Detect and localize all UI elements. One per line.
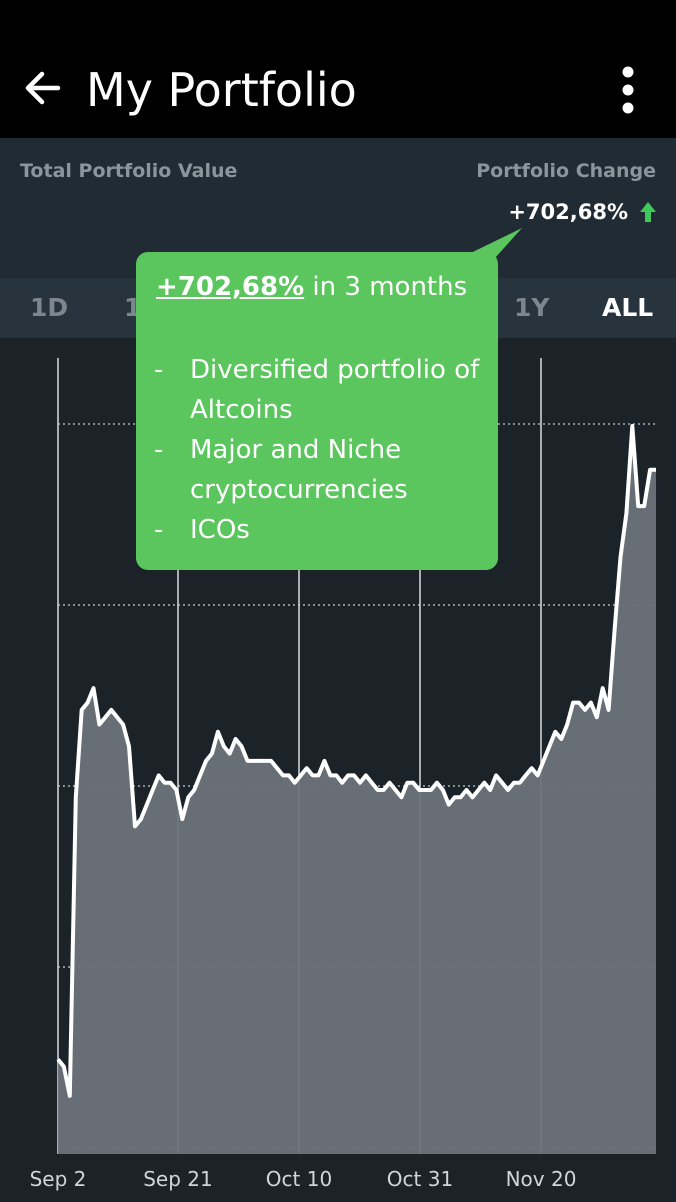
- portfolio-change-value: +702,68%: [508, 200, 628, 224]
- list-item: - Diversified portfolio of Altcoins: [154, 355, 480, 425]
- portfolio-change-label: Portfolio Change: [476, 160, 656, 182]
- page-title: My Portfolio: [86, 63, 357, 117]
- performance-callout: +702,68% in 3 months - Diversified portfo…: [136, 252, 498, 570]
- more-vertical-icon: [622, 66, 634, 114]
- total-value-label: Total Portfolio Value: [20, 160, 238, 182]
- callout-text: in 3 months: [304, 272, 468, 302]
- portfolio-chart: Sep 2 Sep 21 Oct 10 Oct 31 Nov 20: [0, 338, 676, 1202]
- tab-all[interactable]: ALL: [602, 293, 654, 322]
- x-tick-label: Sep 21: [143, 1167, 213, 1191]
- bullet-text: Diversified portfolio of Altcoins: [190, 355, 480, 425]
- callout-bullet-list: - Diversified portfolio of Altcoins - Majo…: [154, 350, 494, 550]
- list-item: - ICOs: [154, 515, 250, 545]
- x-tick-label: Oct 10: [266, 1167, 332, 1191]
- bullet-text: Major and Niche cryptocurrencies: [190, 435, 408, 505]
- x-tick-label: Nov 20: [506, 1167, 577, 1191]
- bullet-text: ICOs: [190, 515, 250, 545]
- chart-svg: Sep 2 Sep 21 Oct 10 Oct 31 Nov 20: [30, 358, 657, 1191]
- x-tick-label: Sep 2: [30, 1167, 87, 1191]
- arrow-up-icon: [640, 202, 656, 222]
- area-fill: [58, 426, 656, 1154]
- x-tick-label: Oct 31: [387, 1167, 453, 1191]
- callout-highlight: +702,68%: [156, 272, 305, 302]
- series-line: [56, 424, 656, 1098]
- arrow-left-icon: [25, 71, 61, 105]
- overflow-menu-button[interactable]: [606, 64, 650, 116]
- back-button[interactable]: [22, 66, 66, 110]
- callout-headline: +702,68% in 3 months: [156, 272, 467, 302]
- list-item: - Major and Niche cryptocurrencies: [154, 435, 408, 505]
- tab-1y[interactable]: 1Y: [514, 293, 550, 322]
- app-bar: My Portfolio: [0, 0, 676, 138]
- tab-1d[interactable]: 1D: [30, 293, 69, 322]
